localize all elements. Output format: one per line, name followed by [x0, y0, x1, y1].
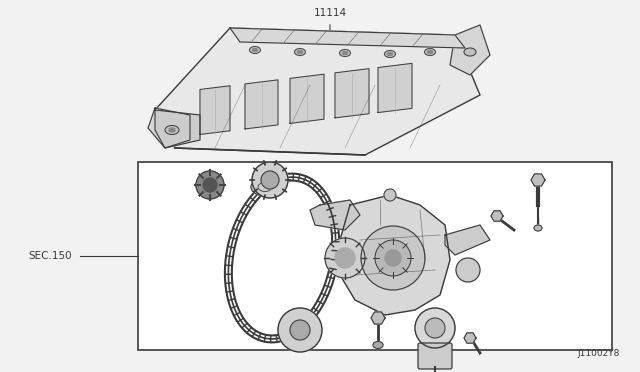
Polygon shape	[371, 312, 385, 324]
Ellipse shape	[294, 48, 305, 55]
Ellipse shape	[250, 46, 260, 54]
Circle shape	[375, 240, 411, 276]
Ellipse shape	[165, 125, 179, 135]
Circle shape	[335, 248, 355, 268]
Polygon shape	[245, 80, 278, 129]
Polygon shape	[310, 200, 360, 230]
Bar	[138, 162, 612, 350]
Ellipse shape	[534, 225, 542, 231]
Polygon shape	[148, 108, 190, 148]
Polygon shape	[200, 86, 230, 134]
Ellipse shape	[428, 51, 433, 54]
Circle shape	[385, 250, 401, 266]
Circle shape	[456, 258, 480, 282]
Circle shape	[252, 162, 288, 198]
FancyBboxPatch shape	[418, 343, 452, 369]
Circle shape	[261, 171, 279, 189]
Polygon shape	[290, 74, 324, 124]
Ellipse shape	[169, 128, 175, 132]
Circle shape	[415, 308, 455, 348]
Ellipse shape	[373, 341, 383, 349]
Circle shape	[290, 320, 310, 340]
Circle shape	[425, 318, 445, 338]
Ellipse shape	[339, 49, 351, 57]
Ellipse shape	[251, 178, 279, 196]
Polygon shape	[450, 25, 490, 75]
Polygon shape	[230, 28, 465, 48]
Ellipse shape	[385, 51, 396, 58]
Circle shape	[325, 238, 365, 278]
Ellipse shape	[258, 183, 272, 192]
Polygon shape	[491, 211, 503, 221]
Ellipse shape	[298, 51, 303, 54]
Ellipse shape	[387, 52, 392, 55]
Circle shape	[278, 308, 322, 352]
Polygon shape	[378, 63, 412, 113]
Polygon shape	[340, 195, 450, 315]
Circle shape	[196, 171, 224, 199]
Text: 11114: 11114	[314, 8, 347, 18]
Polygon shape	[335, 69, 369, 118]
Polygon shape	[155, 110, 200, 148]
Ellipse shape	[424, 48, 435, 55]
Text: SEC.150: SEC.150	[28, 251, 72, 261]
Ellipse shape	[253, 48, 257, 51]
Circle shape	[384, 189, 396, 201]
Text: J11002Y8: J11002Y8	[578, 349, 620, 358]
Circle shape	[361, 226, 425, 290]
Polygon shape	[464, 333, 476, 343]
Polygon shape	[155, 28, 480, 155]
Circle shape	[203, 178, 217, 192]
Polygon shape	[445, 225, 490, 255]
Ellipse shape	[342, 51, 348, 55]
Ellipse shape	[464, 48, 476, 56]
Polygon shape	[531, 174, 545, 186]
